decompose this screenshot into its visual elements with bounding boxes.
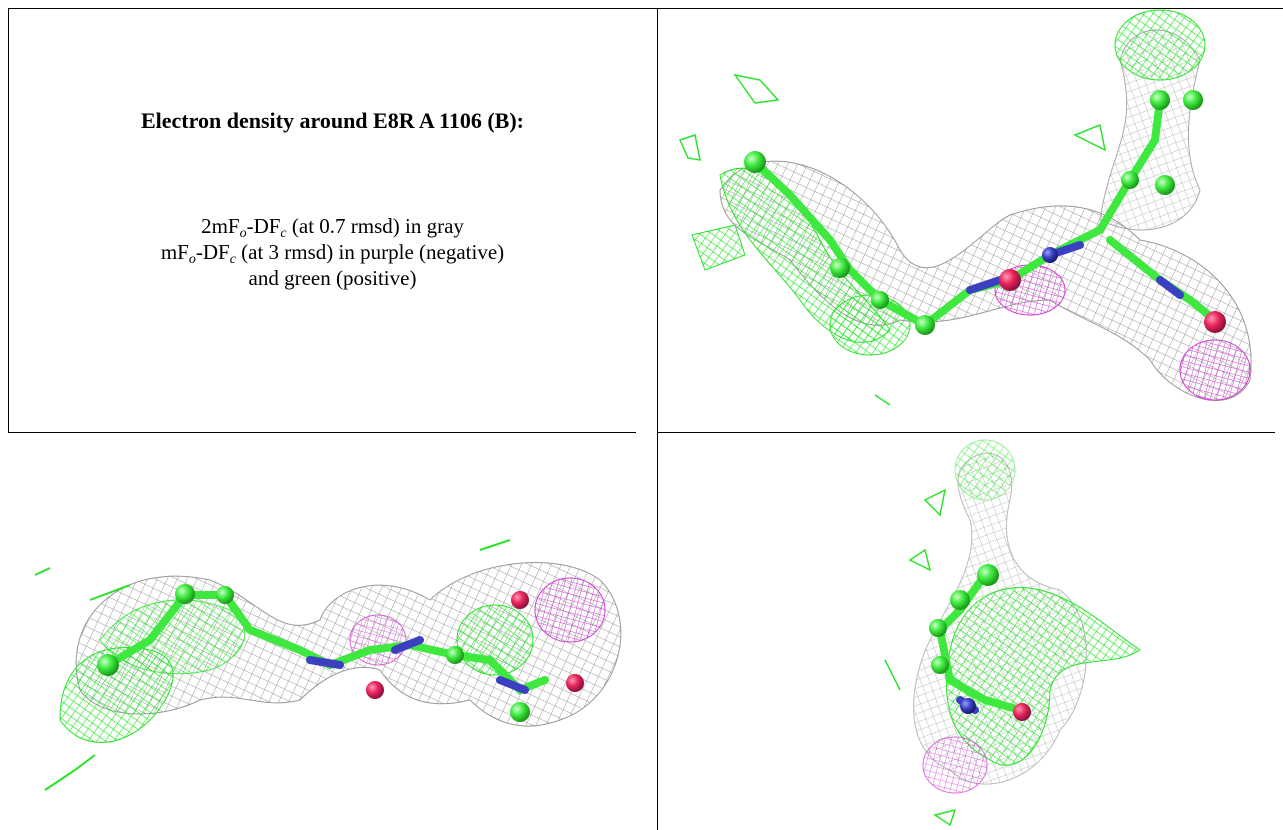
caption-line: mFo-DFc (at 3 rmsd) in purple (negative) (10, 239, 655, 265)
page: {"caption": { "title": "Electron density… (0, 0, 1283, 830)
text: -DF (196, 240, 230, 264)
text: (at 3 rmsd) in purple (negative) (236, 240, 504, 264)
density-view-3 (885, 440, 1140, 825)
caption-cell: Electron density around E8R A 1106 (B): … (10, 8, 655, 432)
text: mF (161, 240, 189, 264)
density-view-2 (35, 540, 621, 790)
text: -DF (247, 214, 281, 238)
caption-line: 2mFo-DFc (at 0.7 rmsd) in gray (10, 213, 655, 239)
subscript: o (189, 252, 196, 267)
text: and green (positive) (249, 266, 417, 290)
caption-title: Electron density around E8R A 1106 (B): (10, 108, 655, 134)
caption-line: and green (positive) (10, 265, 655, 291)
caption-description: 2mFo-DFc (at 0.7 rmsd) in gray mFo-DFc (… (10, 213, 655, 291)
text: (at 0.7 rmsd) in gray (287, 214, 464, 238)
text: 2mF (201, 214, 240, 238)
density-view-1 (680, 10, 1251, 405)
